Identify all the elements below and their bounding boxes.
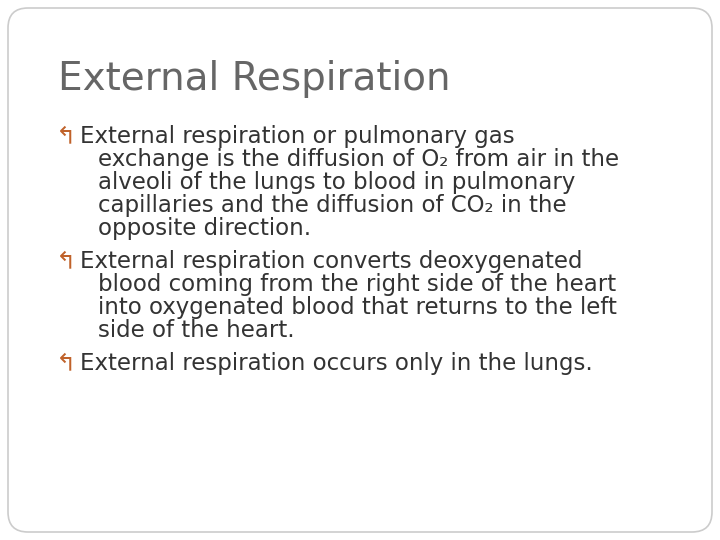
Text: capillaries and the diffusion of CO₂ in the: capillaries and the diffusion of CO₂ in … (98, 194, 567, 217)
Text: blood coming from the right side of the heart: blood coming from the right side of the … (98, 273, 616, 296)
Text: ↰: ↰ (56, 351, 76, 375)
FancyBboxPatch shape (8, 8, 712, 532)
Text: ↰: ↰ (56, 124, 76, 148)
Text: side of the heart.: side of the heart. (98, 319, 294, 342)
Text: External respiration converts deoxygenated: External respiration converts deoxygenat… (80, 250, 582, 273)
Text: External respiration occurs only in the lungs.: External respiration occurs only in the … (80, 352, 593, 375)
Text: External respiration or pulmonary gas: External respiration or pulmonary gas (80, 125, 515, 148)
Text: alveoli of the lungs to blood in pulmonary: alveoli of the lungs to blood in pulmona… (98, 171, 575, 194)
Text: opposite direction.: opposite direction. (98, 217, 311, 240)
Text: External Respiration: External Respiration (58, 60, 451, 98)
Text: exchange is the diffusion of O₂ from air in the: exchange is the diffusion of O₂ from air… (98, 148, 619, 171)
Text: into oxygenated blood that returns to the left: into oxygenated blood that returns to th… (98, 296, 617, 319)
Text: ↰: ↰ (56, 249, 76, 273)
